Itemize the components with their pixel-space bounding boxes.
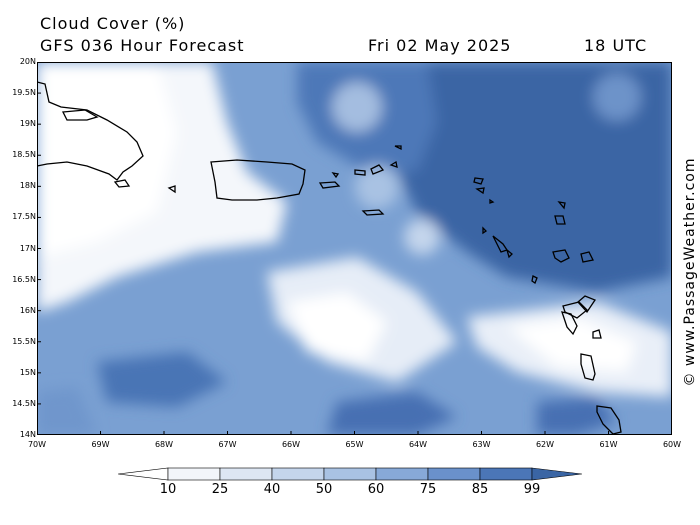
scale-arrow-low <box>118 467 169 481</box>
guadeloupe <box>552 249 594 319</box>
puerto-rico-outline <box>210 159 306 201</box>
barbuda <box>557 201 566 210</box>
scale-label: 40 <box>263 482 281 497</box>
virgin-islands <box>354 160 398 176</box>
lat-label: 16N <box>19 305 36 315</box>
hispaniola-outline <box>37 81 144 181</box>
lat-label: 20N <box>19 57 36 66</box>
lon-label: 64W <box>408 440 428 449</box>
scale-label: 85 <box>471 482 489 497</box>
lon-label: 63W <box>472 440 491 449</box>
lat-label: 16.5N <box>12 274 36 284</box>
forecast-date: Fri 02 May 2025 <box>368 36 512 55</box>
guadeloupe-basse-terre <box>561 295 596 336</box>
scale-swatch <box>271 467 325 481</box>
credit-text: © www.PassageWeather.com <box>682 157 698 387</box>
vieques <box>318 181 341 189</box>
lon-label: 68W <box>154 440 174 449</box>
map-title: Cloud Cover (%) <box>40 14 186 33</box>
scale-swatch <box>219 467 273 481</box>
cloud-cover-map <box>37 62 672 435</box>
lon-label: 69W <box>91 440 110 449</box>
color-scale-bar <box>118 467 582 481</box>
lat-label: 14N <box>19 430 36 439</box>
lon-label: 62W <box>535 440 555 449</box>
scale-label: 10 <box>159 482 177 497</box>
scale-label: 50 <box>315 482 333 497</box>
scale-label: 99 <box>523 482 541 497</box>
scale-label: 75 <box>419 482 437 497</box>
martinique <box>596 405 622 435</box>
saba-statia <box>482 226 488 235</box>
scale-swatch <box>167 467 221 481</box>
lon-label: 70W <box>27 440 47 449</box>
lat-label: 17N <box>19 243 36 253</box>
st-kitts-nevis <box>492 235 513 259</box>
forecast-time: 18 UTC <box>584 36 648 55</box>
st-croix <box>361 209 385 216</box>
lat-label: 17.5N <box>12 212 36 222</box>
lon-label: 61W <box>599 440 618 449</box>
scale-arrow-high <box>531 467 582 481</box>
marie-galante <box>592 329 602 339</box>
lon-label: 66W <box>281 440 301 449</box>
scale-swatch <box>427 467 481 481</box>
mona-island <box>167 185 176 194</box>
lon-label: 65W <box>345 440 364 449</box>
lat-label: 18.5N <box>12 150 36 160</box>
lat-label: 18N <box>19 181 36 191</box>
anegada <box>394 145 402 151</box>
cloud-cover-field <box>37 62 672 435</box>
lat-label: 15.5N <box>12 336 36 346</box>
scale-swatch <box>323 467 377 481</box>
lat-label: 14.5N <box>12 398 36 408</box>
samana-peninsula <box>61 109 99 121</box>
anguilla-st-martin <box>473 177 485 195</box>
lat-label: 19N <box>19 119 36 129</box>
scale-label: 25 <box>211 482 229 497</box>
st-barts <box>489 198 495 204</box>
lat-label: 19.5N <box>12 88 36 98</box>
saona-island <box>113 179 131 188</box>
scale-label: 60 <box>367 482 385 497</box>
lon-label: 67W <box>218 440 237 449</box>
axis-ticks <box>37 62 672 435</box>
montserrat <box>531 275 538 284</box>
scale-swatch <box>479 467 533 481</box>
dominica <box>580 353 596 381</box>
lat-label: 15N <box>19 367 36 377</box>
island-outlines <box>37 81 622 435</box>
forecast-model: GFS 036 Hour Forecast <box>40 36 245 55</box>
culebra <box>331 172 340 179</box>
lon-label: 60W <box>662 440 682 449</box>
scale-swatch <box>375 467 429 481</box>
antigua <box>554 215 566 225</box>
